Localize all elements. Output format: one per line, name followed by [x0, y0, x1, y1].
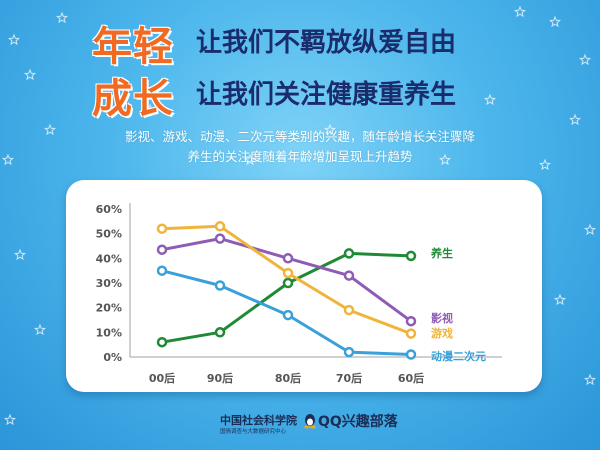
x-tick-label: 00后	[149, 371, 175, 385]
series-label: 影视	[431, 311, 453, 325]
star-icon	[243, 153, 257, 166]
data-point	[156, 223, 168, 234]
star-icon	[1, 153, 15, 166]
star-icon	[43, 123, 57, 136]
star-icon	[553, 293, 567, 306]
data-point	[156, 265, 168, 276]
star-icon	[583, 223, 597, 236]
x-tick-label: 70后	[336, 371, 362, 385]
line-chart: 0% 10% 20% 30% 40% 50% 60% 00后 90后 80后 70后 60后 养生影视游…	[96, 203, 502, 385]
data-point	[282, 253, 294, 264]
star-icon	[33, 323, 47, 336]
data-point	[282, 309, 294, 321]
star-icon	[583, 373, 597, 386]
series-label: 养生	[430, 246, 453, 260]
headline: 年轻 让我们不羁放纵爱自由 成长 让我们关注健康重养生	[0, 0, 600, 122]
data-point	[214, 327, 226, 338]
data-point	[282, 277, 294, 289]
data-point	[405, 315, 417, 327]
headline-big-young: 年轻	[92, 24, 174, 70]
subtitle-line1: 影视、游戏、动漫、二次元等类别的兴趣，随年龄增长关注骤降	[124, 129, 475, 144]
series-label: 游戏	[431, 326, 453, 340]
data-point	[405, 328, 417, 339]
y-tick-label: 40%	[96, 252, 122, 265]
star-icon	[23, 68, 37, 81]
y-tick-label: 10%	[96, 326, 122, 339]
y-tick-label: 50%	[96, 228, 122, 241]
data-point	[282, 267, 294, 279]
star-icon	[13, 248, 27, 261]
y-tick-label: 0%	[103, 351, 122, 364]
data-point	[343, 346, 355, 358]
star-icon	[538, 158, 552, 171]
data-point	[405, 349, 417, 360]
star-icon	[3, 413, 17, 426]
data-point	[214, 221, 226, 232]
data-point	[156, 336, 168, 348]
star-icon	[548, 15, 562, 28]
y-tick-label: 30%	[96, 277, 122, 290]
x-tick-label: 80后	[275, 371, 301, 385]
data-point	[405, 250, 417, 262]
qq-penguin-icon	[304, 414, 316, 429]
chart-card: 0% 10% 20% 30% 40% 50% 60% 00后 90后 80后 70后 60后 养生影视游…	[66, 180, 542, 392]
headline-line2: 让我们关注健康重养生	[196, 80, 457, 110]
star-icon	[513, 5, 527, 18]
x-tick-label: 90后	[207, 371, 233, 385]
qq-brand: QQ兴趣部落	[318, 414, 398, 430]
star-icon	[568, 113, 582, 126]
data-point	[343, 304, 355, 316]
data-point	[156, 244, 168, 255]
org-name: 中国社会科学院	[220, 414, 297, 427]
data-point	[214, 233, 226, 244]
data-point	[343, 248, 355, 259]
series-line	[161, 251, 412, 344]
subtitle-line2: 养生的关注度随着年龄增加呈现上升趋势	[187, 149, 413, 164]
org-subtitle: 国情调查与大数据研究中心	[220, 429, 287, 435]
star-icon	[55, 11, 69, 24]
star-icon	[483, 93, 497, 106]
star-icon	[323, 123, 337, 136]
star-icon	[578, 53, 592, 66]
series-label: 动漫二次元	[431, 349, 486, 363]
data-point	[214, 280, 226, 291]
headline-big-grow: 成长	[92, 76, 174, 122]
star-icon	[438, 153, 452, 166]
data-point	[343, 270, 355, 281]
headline-line1: 让我们不羁放纵爱自由	[196, 28, 457, 58]
y-tick-label: 20%	[96, 302, 122, 315]
x-tick-label: 60后	[398, 371, 424, 385]
star-icon	[7, 33, 21, 46]
footer	[0, 404, 600, 444]
star-icon	[143, 103, 157, 116]
y-tick-label: 60%	[96, 203, 122, 216]
